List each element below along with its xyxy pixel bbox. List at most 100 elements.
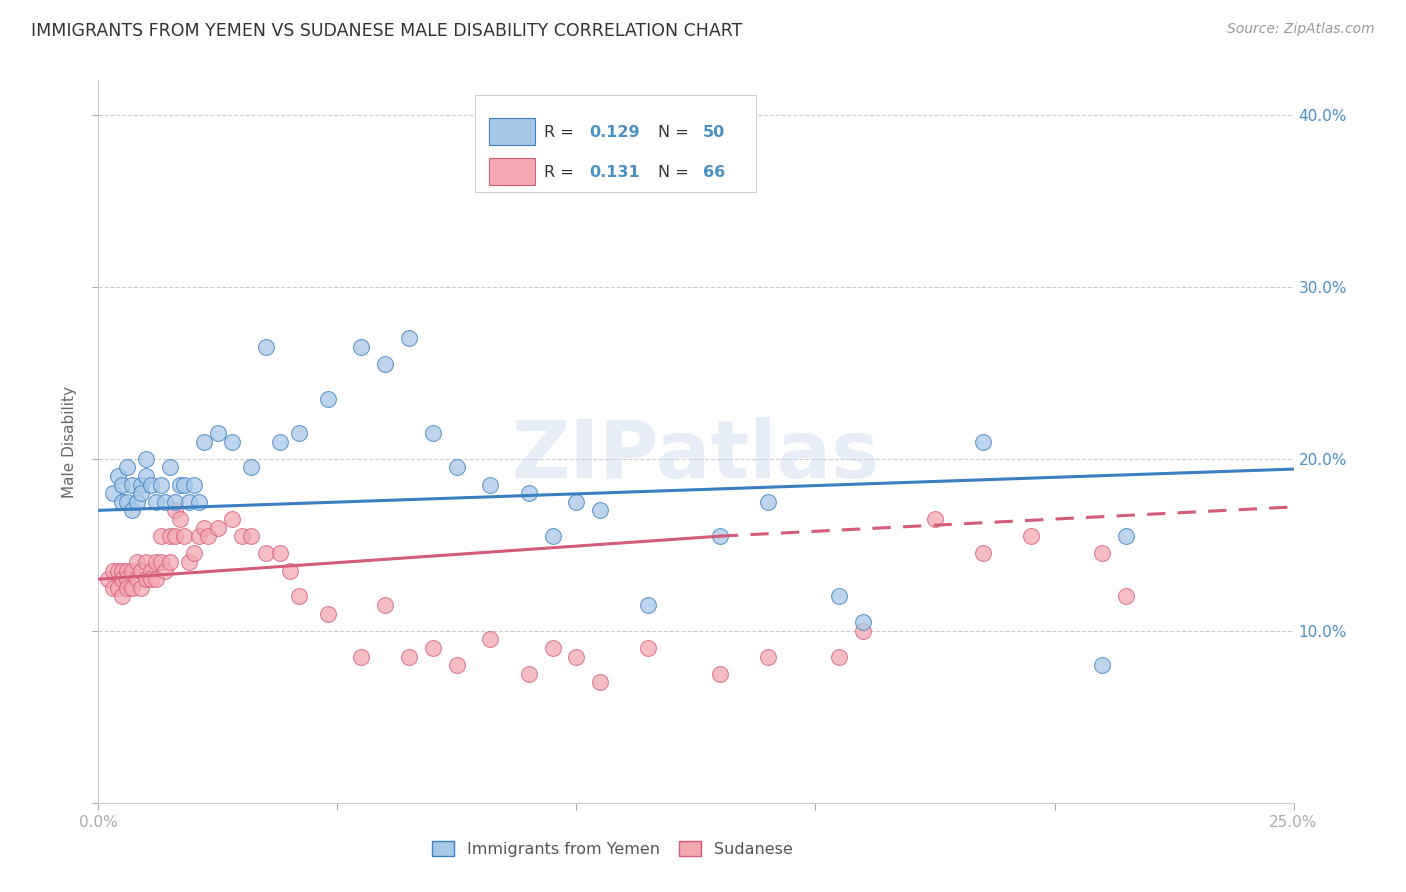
Point (288, 590, 311, 604)
Text: ZIPatlas: ZIPatlas (512, 417, 880, 495)
Point (972, 546, 994, 560)
Point (240, 460, 263, 475)
Point (163, 529, 186, 543)
Text: IMMIGRANTS FROM YEMEN VS SUDANESE MALE DISABILITY CORRELATION CHART: IMMIGRANTS FROM YEMEN VS SUDANESE MALE D… (31, 22, 742, 40)
Point (852, 615, 875, 630)
Text: 66: 66 (703, 164, 725, 179)
Point (637, 598, 659, 612)
Point (254, 340, 277, 354)
Point (398, 331, 420, 345)
Point (541, 529, 564, 543)
Point (159, 529, 181, 543)
Text: 50: 50 (703, 125, 725, 140)
Point (135, 469, 157, 483)
Point (111, 564, 134, 578)
Point (125, 572, 148, 586)
Point (589, 503, 612, 517)
Point (101, 581, 124, 595)
Text: 0.131: 0.131 (589, 164, 640, 179)
Point (1019, 529, 1042, 543)
Point (121, 564, 143, 578)
Point (107, 581, 129, 595)
Point (517, 666, 540, 681)
Point (101, 486, 124, 500)
Point (97, 572, 120, 586)
Point (183, 546, 205, 560)
Point (1115, 529, 1137, 543)
Bar (489, 158, 534, 185)
Text: N =: N = (658, 125, 693, 140)
Point (159, 460, 181, 475)
Legend: Immigrants from Yemen, Sudanese: Immigrants from Yemen, Sudanese (426, 835, 799, 863)
Point (269, 546, 291, 560)
Point (565, 649, 588, 664)
Point (155, 564, 177, 578)
Point (193, 520, 215, 534)
Point (374, 598, 396, 612)
Point (924, 512, 946, 526)
Point (756, 649, 779, 664)
Point (316, 392, 339, 406)
Point (179, 555, 201, 569)
Point (145, 555, 167, 569)
Point (197, 529, 219, 543)
Point (637, 640, 659, 655)
Point (1115, 590, 1137, 604)
Point (828, 590, 851, 604)
Point (145, 572, 167, 586)
Point (169, 512, 191, 526)
Point (125, 555, 148, 569)
Point (517, 486, 540, 500)
Point (139, 477, 162, 491)
Text: N =: N = (658, 164, 693, 179)
Point (145, 494, 167, 508)
Point (193, 434, 215, 449)
Point (115, 564, 138, 578)
Point (240, 529, 263, 543)
Point (207, 425, 229, 440)
Point (131, 486, 153, 500)
Point (107, 469, 129, 483)
Point (121, 503, 143, 517)
Point (207, 520, 229, 534)
Point (149, 555, 172, 569)
Bar (489, 118, 534, 145)
Point (231, 529, 253, 543)
Point (163, 503, 186, 517)
Point (756, 494, 779, 508)
Point (131, 564, 153, 578)
Point (135, 555, 157, 569)
Text: 0.129: 0.129 (589, 125, 640, 140)
Point (115, 494, 138, 508)
Point (115, 460, 138, 475)
Point (173, 477, 195, 491)
Point (107, 564, 129, 578)
Point (187, 529, 209, 543)
Point (169, 477, 191, 491)
Point (254, 546, 277, 560)
Point (589, 675, 612, 690)
Point (163, 494, 186, 508)
Point (541, 640, 564, 655)
Point (101, 564, 124, 578)
Text: Source: ZipAtlas.com: Source: ZipAtlas.com (1227, 22, 1375, 37)
Point (479, 477, 502, 491)
Point (350, 649, 373, 664)
Point (1091, 658, 1114, 673)
Point (111, 477, 134, 491)
Point (149, 529, 172, 543)
Point (269, 434, 291, 449)
Point (135, 451, 157, 466)
Point (173, 529, 195, 543)
Point (398, 649, 420, 664)
Point (111, 572, 134, 586)
Point (139, 564, 162, 578)
Point (972, 434, 994, 449)
Y-axis label: Male Disability: Male Disability (62, 385, 77, 498)
Point (111, 494, 134, 508)
Point (221, 434, 243, 449)
Point (121, 581, 143, 595)
Point (565, 494, 588, 508)
Point (221, 512, 243, 526)
Point (1091, 546, 1114, 560)
